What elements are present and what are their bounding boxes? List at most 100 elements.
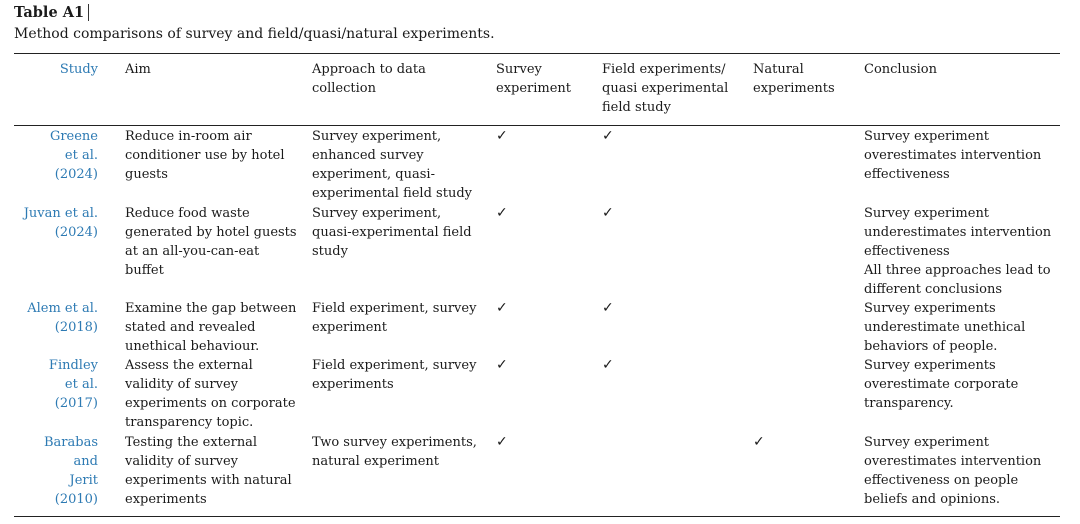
check-icon: ✓ bbox=[496, 357, 508, 373]
aim-cell-line: experiments on corporate bbox=[125, 396, 296, 411]
conclusion-cell-line: transparency. bbox=[864, 396, 954, 411]
header-natural-line: Natural bbox=[753, 62, 804, 77]
header-rule bbox=[14, 125, 1060, 126]
conclusion-cell: Survey experiment overestimates intervent… bbox=[864, 433, 1060, 509]
aim-cell-line: Assess the external bbox=[125, 358, 253, 373]
study-link-line[interactable]: Jerit bbox=[69, 473, 98, 488]
conclusion-cell-line: effectiveness bbox=[864, 244, 950, 259]
study-link-line[interactable]: et al. bbox=[64, 377, 98, 392]
study-link-line[interactable]: Barabas bbox=[43, 435, 98, 450]
aim-cell: Assess the external validity of survey exp… bbox=[125, 356, 305, 432]
study-link-line[interactable]: Alem et al. bbox=[27, 301, 98, 316]
approach-cell-line: quasi-experimental field bbox=[312, 225, 472, 240]
conclusion-cell-line: All three approaches lead to bbox=[864, 263, 1051, 278]
conclusion-cell-line: overestimates intervention bbox=[864, 454, 1042, 469]
study-link-line[interactable]: (2010) bbox=[54, 492, 98, 507]
approach-cell-line: enhanced survey bbox=[312, 148, 424, 163]
label-divider bbox=[88, 4, 89, 21]
aim-cell-line: experiments with natural bbox=[125, 473, 292, 488]
aim-cell-line: validity of survey bbox=[125, 454, 239, 469]
approach-cell-line: experiment bbox=[312, 320, 388, 335]
approach-cell-line: Field experiment, survey bbox=[312, 358, 477, 373]
check-icon: ✓ bbox=[602, 205, 614, 221]
aim-cell-line: generated by hotel guests bbox=[125, 225, 297, 240]
study-link-line[interactable]: (2024) bbox=[54, 167, 98, 182]
top-rule bbox=[14, 53, 1060, 54]
header-conclusion: Conclusion bbox=[864, 60, 1060, 79]
header-field-line: field study bbox=[602, 100, 671, 115]
header-field: Field experiments/quasi experimental fiel… bbox=[602, 60, 742, 117]
aim-cell-line: at an all-you-can-eat bbox=[125, 244, 260, 259]
approach-cell-line: experiments bbox=[312, 377, 394, 392]
conclusion-cell: Survey experiment overestimates intervent… bbox=[864, 127, 1060, 184]
study-link-line[interactable]: Findley bbox=[48, 358, 98, 373]
check-icon: ✓ bbox=[602, 128, 614, 144]
conclusion-cell-line: underestimate unethical bbox=[864, 320, 1026, 335]
bottom-rule bbox=[14, 516, 1060, 517]
approach-cell-line: Survey experiment, bbox=[312, 206, 442, 221]
header-survey-line: Survey bbox=[496, 62, 542, 77]
aim-cell-line: buffet bbox=[125, 263, 164, 278]
table-label: Table A1 bbox=[14, 4, 85, 21]
approach-cell: Two survey experiments, natural experimen… bbox=[312, 433, 492, 471]
conclusion-cell-line: effectiveness bbox=[864, 167, 950, 182]
approach-cell-line: Two survey experiments, bbox=[312, 435, 477, 450]
header-study-line[interactable]: Study bbox=[59, 62, 98, 77]
conclusion-cell-line: Survey experiments bbox=[864, 358, 996, 373]
header-conclusion-line: Conclusion bbox=[864, 62, 937, 77]
header-approach-line: collection bbox=[312, 81, 376, 96]
study-link-line[interactable]: Greene bbox=[49, 129, 98, 144]
conclusion-cell-line: Survey experiment bbox=[864, 435, 990, 450]
header-approach-line: Approach to data bbox=[312, 62, 426, 77]
study-link-line[interactable]: Juvan et al. bbox=[23, 206, 98, 221]
table-caption: Method comparisons of survey and field/q… bbox=[14, 26, 495, 42]
aim-cell-line: conditioner use by hotel bbox=[125, 148, 285, 163]
study-link-line[interactable]: et al. bbox=[64, 148, 98, 163]
conclusion-cell-line: Survey experiments bbox=[864, 301, 996, 316]
study-link-line[interactable]: (2018) bbox=[54, 320, 98, 335]
aim-cell-line: Reduce food waste bbox=[125, 206, 250, 221]
aim-cell-line: Examine the gap between bbox=[125, 301, 297, 316]
aim-cell-line: transparency topic. bbox=[125, 415, 254, 430]
check-icon: ✓ bbox=[602, 300, 614, 316]
conclusion-cell: Survey experiment underestimates interven… bbox=[864, 204, 1060, 299]
approach-cell-line: Field experiment, survey bbox=[312, 301, 477, 316]
aim-cell: Testing the external validity of survey ex… bbox=[125, 433, 305, 509]
header-natural: Natural experiments bbox=[753, 60, 853, 98]
aim-cell: Examine the gap between stated and reveal… bbox=[125, 299, 305, 356]
conclusion-cell-line: underestimates intervention bbox=[864, 225, 1052, 240]
check-icon: ✓ bbox=[496, 434, 508, 450]
aim-cell: Reduce food waste generated by hotel gues… bbox=[125, 204, 305, 280]
approach-cell-line: natural experiment bbox=[312, 454, 440, 469]
study-link-line[interactable]: (2017) bbox=[54, 396, 98, 411]
header-study: Study bbox=[14, 60, 98, 79]
approach-cell-line: Survey experiment, bbox=[312, 129, 442, 144]
conclusion-cell-line: overestimate corporate bbox=[864, 377, 1019, 392]
header-approach: Approach to data collection bbox=[312, 60, 492, 98]
study-link: Barabas and Jerit (2010) bbox=[14, 433, 98, 509]
check-icon: ✓ bbox=[496, 300, 508, 316]
check-icon: ✓ bbox=[496, 128, 508, 144]
approach-cell: Field experiment, survey experiments bbox=[312, 356, 492, 394]
aim-cell-line: Testing the external bbox=[125, 435, 258, 450]
study-link-line[interactable]: and bbox=[73, 454, 98, 469]
aim-cell-line: validity of survey bbox=[125, 377, 239, 392]
header-natural-line: experiments bbox=[753, 81, 835, 96]
approach-cell-line: experimental field study bbox=[312, 186, 472, 201]
header-survey-line: experiment bbox=[496, 81, 572, 96]
approach-cell: Field experiment, survey experiment bbox=[312, 299, 492, 337]
header-survey: Survey experiment bbox=[496, 60, 596, 98]
conclusion-cell-line: beliefs and opinions. bbox=[864, 492, 1001, 507]
aim-cell: Reduce in-room air conditioner use by hot… bbox=[125, 127, 305, 184]
conclusion-cell-line: overestimates intervention bbox=[864, 148, 1042, 163]
conclusion-cell-line: Survey experiment bbox=[864, 129, 990, 144]
header-field-line: Field experiments/ bbox=[602, 62, 726, 77]
check-icon: ✓ bbox=[753, 434, 765, 450]
study-link: Juvan et al. (2024) bbox=[14, 204, 98, 242]
aim-cell-line: unethical behaviour. bbox=[125, 339, 260, 354]
study-link-line[interactable]: (2024) bbox=[54, 225, 98, 240]
approach-cell-line: experiment, quasi- bbox=[312, 167, 435, 182]
aim-cell-line: guests bbox=[125, 167, 168, 182]
conclusion-cell-line: different conclusions bbox=[864, 282, 1003, 297]
header-field-line: quasi experimental bbox=[602, 81, 729, 96]
